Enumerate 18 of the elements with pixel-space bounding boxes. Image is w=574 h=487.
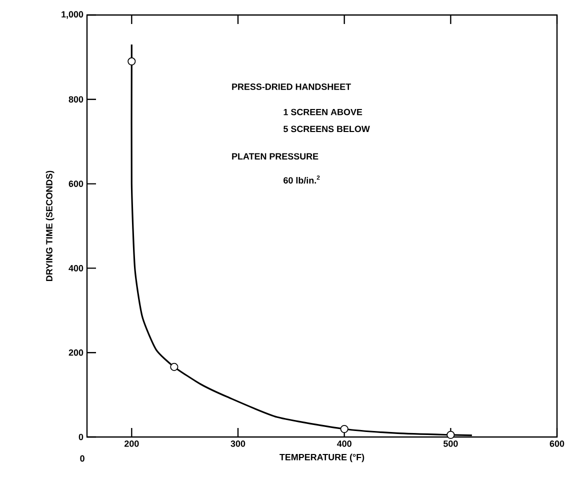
annotation: 60 lb/in.$^{2}$ xyxy=(284,175,320,184)
x-tick-label: 500 xyxy=(443,440,458,447)
x-tick-label: 600 xyxy=(550,440,564,447)
annotation: 5 SCREENS BELOW xyxy=(284,126,370,132)
y-tick-label: 1,000 xyxy=(62,11,84,19)
y-tick-label: 600 xyxy=(68,180,84,187)
annotation: PRESS-DRIED HANDSHEET xyxy=(232,84,351,90)
y-tick-label: 0 xyxy=(78,434,84,440)
y-axis-title: DRYING TIME (SECONDS) xyxy=(46,170,54,282)
x-tick-label: 400 xyxy=(336,440,352,447)
y-tick-label: 200 xyxy=(68,349,84,356)
x-axis-title: TEMPERATURE (°F) xyxy=(280,454,364,462)
y-tick-label: 800 xyxy=(68,96,84,103)
y-tick-label: 400 xyxy=(68,265,84,272)
x-tick-label: 200 xyxy=(124,440,139,447)
x-tick-label: 300 xyxy=(230,440,246,447)
annotation: PLATEN PRESSURE xyxy=(232,153,318,160)
annotation: 1 SCREEN ABOVE xyxy=(284,108,362,116)
